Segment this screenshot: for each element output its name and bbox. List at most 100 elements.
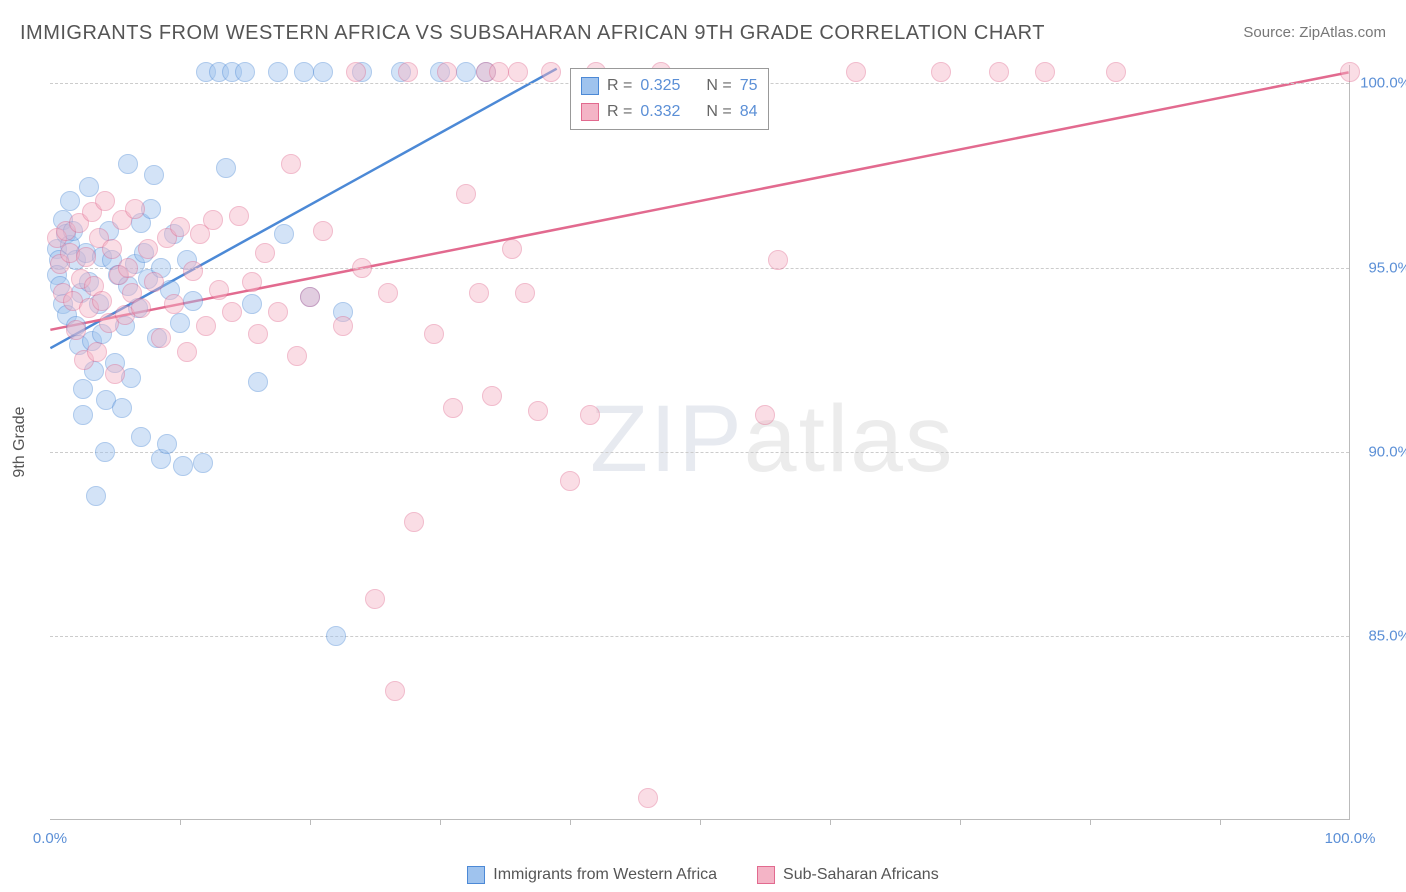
- data-point-subsaharan: [313, 221, 333, 241]
- data-point-western: [157, 434, 177, 454]
- legend-swatch-subsaharan: [581, 103, 599, 121]
- watermark-part-b: atlas: [744, 386, 955, 492]
- data-point-western: [173, 456, 193, 476]
- scatter-plot: 9th Grade ZIPatlas 85.0%90.0%95.0%100.0%…: [50, 65, 1350, 820]
- data-point-subsaharan: [508, 62, 528, 82]
- trend-lines: [50, 65, 1349, 819]
- data-point-subsaharan: [528, 401, 548, 421]
- x-tick: [960, 819, 961, 825]
- data-point-western: [313, 62, 333, 82]
- data-point-western: [79, 177, 99, 197]
- data-point-subsaharan: [768, 250, 788, 270]
- data-point-western: [86, 486, 106, 506]
- data-point-subsaharan: [287, 346, 307, 366]
- n-value: 84: [740, 103, 758, 121]
- data-point-western: [235, 62, 255, 82]
- data-point-western: [112, 398, 132, 418]
- x-tick: [830, 819, 831, 825]
- data-point-western: [118, 154, 138, 174]
- x-tick: [1090, 819, 1091, 825]
- chart-title: IMMIGRANTS FROM WESTERN AFRICA VS SUBSAH…: [20, 22, 1045, 45]
- data-point-western: [326, 626, 346, 646]
- data-point-western: [183, 291, 203, 311]
- data-point-subsaharan: [170, 217, 190, 237]
- y-tick-label: 90.0%: [1368, 443, 1406, 460]
- data-point-subsaharan: [378, 283, 398, 303]
- data-point-subsaharan: [255, 243, 275, 263]
- data-point-subsaharan: [1106, 62, 1126, 82]
- data-point-western: [242, 294, 262, 314]
- data-point-western: [95, 442, 115, 462]
- correlation-row-western: R =0.325N =75: [581, 73, 758, 99]
- data-point-western: [144, 165, 164, 185]
- data-point-subsaharan: [95, 191, 115, 211]
- data-point-subsaharan: [183, 261, 203, 281]
- data-point-subsaharan: [443, 398, 463, 418]
- source-link[interactable]: ZipAtlas.com: [1299, 24, 1386, 41]
- x-tick: [700, 819, 701, 825]
- x-tick-label: 0.0%: [33, 830, 67, 847]
- data-point-subsaharan: [469, 283, 489, 303]
- data-point-subsaharan: [755, 405, 775, 425]
- n-label: N =: [706, 77, 731, 95]
- data-point-subsaharan: [118, 258, 138, 278]
- data-point-subsaharan: [209, 280, 229, 300]
- n-label: N =: [706, 103, 731, 121]
- data-point-subsaharan: [177, 342, 197, 362]
- x-tick: [570, 819, 571, 825]
- series-legend: Immigrants from Western Africa Sub-Sahara…: [0, 866, 1406, 884]
- data-point-subsaharan: [92, 291, 112, 311]
- legend-swatch-western: [581, 77, 599, 95]
- data-point-subsaharan: [560, 471, 580, 491]
- data-point-subsaharan: [385, 681, 405, 701]
- data-point-subsaharan: [456, 184, 476, 204]
- data-point-western: [216, 158, 236, 178]
- data-point-subsaharan: [931, 62, 951, 82]
- data-point-subsaharan: [164, 294, 184, 314]
- y-tick-label: 85.0%: [1368, 627, 1406, 644]
- data-point-subsaharan: [196, 316, 216, 336]
- data-point-subsaharan: [300, 287, 320, 307]
- data-point-subsaharan: [482, 386, 502, 406]
- data-point-subsaharan: [105, 364, 125, 384]
- legend-swatch-western: [467, 866, 485, 884]
- data-point-subsaharan: [489, 62, 509, 82]
- data-point-subsaharan: [541, 62, 561, 82]
- data-point-subsaharan: [437, 62, 457, 82]
- r-label: R =: [607, 77, 632, 95]
- data-point-subsaharan: [102, 239, 122, 259]
- data-point-subsaharan: [580, 405, 600, 425]
- data-point-subsaharan: [229, 206, 249, 226]
- legend-item-subsaharan: Sub-Saharan Africans: [757, 866, 939, 884]
- data-point-subsaharan: [1340, 62, 1360, 82]
- data-point-western: [131, 427, 151, 447]
- data-point-subsaharan: [1035, 62, 1055, 82]
- r-label: R =: [607, 103, 632, 121]
- data-point-subsaharan: [131, 298, 151, 318]
- gridline: [50, 636, 1349, 637]
- data-point-western: [60, 191, 80, 211]
- x-tick: [1220, 819, 1221, 825]
- data-point-subsaharan: [138, 239, 158, 259]
- watermark: ZIPatlas: [590, 385, 954, 494]
- legend-swatch-subsaharan: [757, 866, 775, 884]
- data-point-subsaharan: [515, 283, 535, 303]
- data-point-western: [268, 62, 288, 82]
- data-point-subsaharan: [203, 210, 223, 230]
- y-tick-label: 95.0%: [1368, 259, 1406, 276]
- x-tick-label: 100.0%: [1325, 830, 1376, 847]
- y-axis-title: 9th Grade: [11, 406, 29, 477]
- data-point-subsaharan: [248, 324, 268, 344]
- data-point-subsaharan: [502, 239, 522, 259]
- data-point-western: [170, 313, 190, 333]
- data-point-western: [456, 62, 476, 82]
- legend-item-western: Immigrants from Western Africa: [467, 866, 717, 884]
- r-value: 0.332: [640, 103, 680, 121]
- data-point-subsaharan: [398, 62, 418, 82]
- gridline: [50, 452, 1349, 453]
- data-point-western: [73, 379, 93, 399]
- data-point-subsaharan: [424, 324, 444, 344]
- data-point-subsaharan: [76, 247, 96, 267]
- data-point-subsaharan: [242, 272, 262, 292]
- data-point-subsaharan: [144, 272, 164, 292]
